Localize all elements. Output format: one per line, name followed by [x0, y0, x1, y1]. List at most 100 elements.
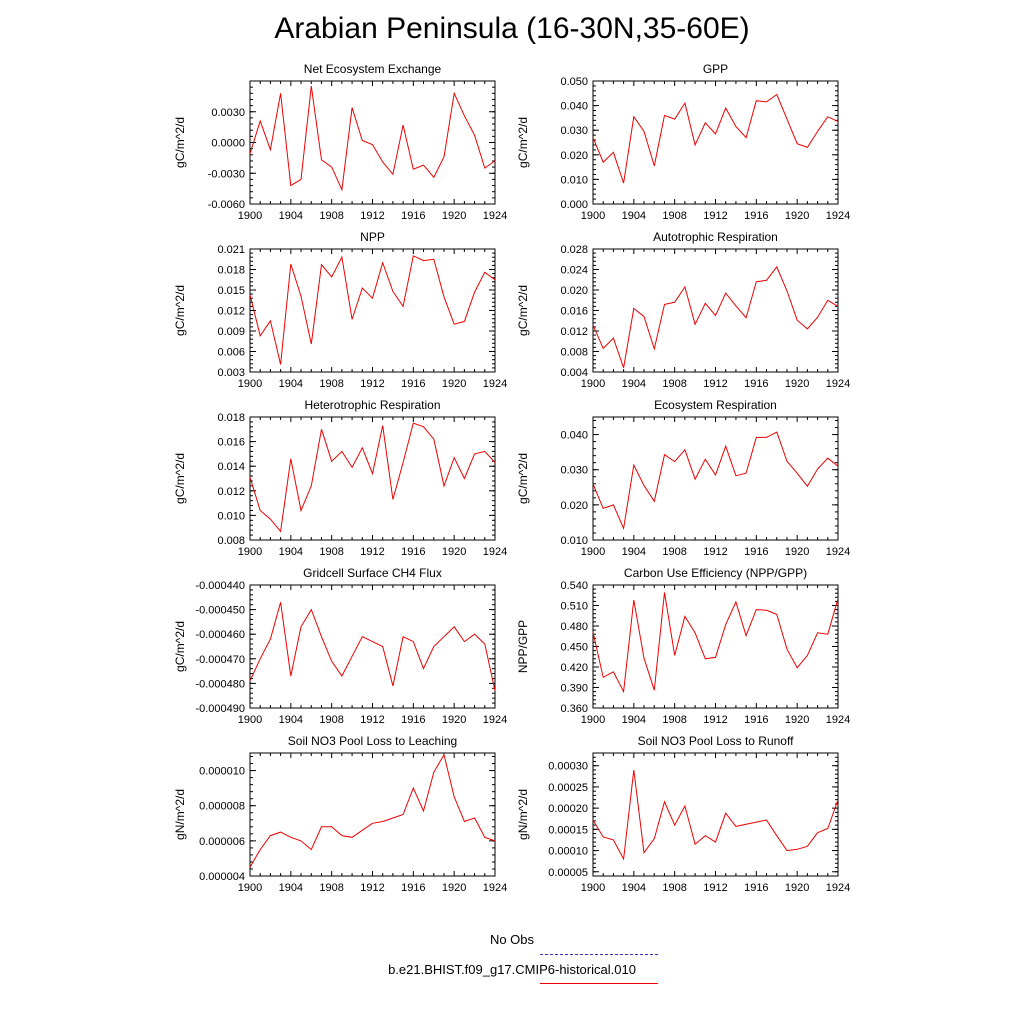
x-tick-label: 1924 [826, 546, 850, 558]
plot-frame [249, 752, 496, 877]
y-tick-label: 0.010 [217, 510, 245, 522]
panel-title: Soil NO3 Pool Loss to Runoff [638, 734, 795, 748]
y-tick-label: 0.021 [217, 244, 245, 256]
x-tick-label: 1904 [279, 210, 303, 222]
x-tick-label: 1908 [662, 714, 686, 726]
x-tick-label: 1916 [744, 378, 768, 390]
series-line [249, 86, 496, 192]
series-line [592, 265, 839, 369]
y-axis-label: gC/m^2/d [516, 285, 530, 336]
y-tick-label: 0.000010 [199, 766, 245, 778]
y-tick-label: 0.510 [560, 601, 588, 613]
plot-frame [249, 416, 496, 541]
y-tick-label: 0.420 [560, 662, 588, 674]
x-tick-label: 1908 [319, 210, 343, 222]
x-tick-label: 1920 [442, 714, 466, 726]
series-line [249, 602, 496, 691]
y-tick-label: -0.000440 [195, 580, 245, 592]
x-tick-label: 1912 [360, 714, 384, 726]
x-tick-label: 1916 [401, 882, 425, 894]
y-tick-label: 0.480 [560, 621, 588, 633]
panel-title: Soil NO3 Pool Loss to Leaching [288, 734, 457, 748]
x-tick-label: 1912 [360, 210, 384, 222]
y-tick-label: 0.00025 [548, 782, 588, 794]
x-tick-label: 1924 [483, 210, 507, 222]
x-tick-label: 1904 [279, 546, 303, 558]
x-tick-label: 1924 [483, 714, 507, 726]
x-tick-label: 1900 [238, 546, 262, 558]
x-tick-label: 1916 [401, 714, 425, 726]
y-tick-label: 0.020 [560, 500, 588, 512]
x-tick-label: 1908 [319, 546, 343, 558]
y-tick-label: -0.000450 [195, 605, 245, 617]
x-tick-label: 1924 [483, 882, 507, 894]
figure-title: Arabian Peninsula (16-30N,35-60E) [274, 12, 750, 45]
y-tick-label: 0.00030 [548, 761, 588, 773]
plot-frame [592, 584, 839, 709]
x-tick-label: 1908 [319, 714, 343, 726]
obs-legend-swatch [540, 954, 658, 955]
x-tick-label: 1916 [401, 210, 425, 222]
x-tick-label: 1912 [360, 882, 384, 894]
x-tick-label: 1912 [360, 378, 384, 390]
x-tick-label: 1908 [319, 882, 343, 894]
y-axis-label: gN/m^2/d [173, 789, 187, 840]
x-tick-label: 1900 [581, 378, 605, 390]
x-tick-label: 1900 [238, 378, 262, 390]
x-tick-label: 1916 [744, 210, 768, 222]
x-tick-label: 1920 [442, 210, 466, 222]
y-tick-label: 0.050 [560, 76, 588, 88]
x-tick-label: 1900 [238, 210, 262, 222]
y-tick-label: 0.00005 [548, 867, 588, 879]
x-tick-label: 1900 [581, 714, 605, 726]
x-tick-label: 1900 [581, 882, 605, 894]
x-tick-label: 1908 [662, 378, 686, 390]
y-tick-label: 0.014 [217, 461, 245, 473]
x-tick-label: 1904 [622, 546, 646, 558]
y-tick-label: 0.008 [560, 347, 588, 359]
x-tick-label: 1912 [703, 210, 727, 222]
y-tick-label: 0.030 [560, 125, 588, 137]
y-axis-label: gC/m^2/d [516, 453, 530, 504]
x-tick-label: 1912 [703, 378, 727, 390]
y-tick-label: 0.018 [217, 412, 245, 424]
panel-title: Ecosystem Respiration [654, 398, 777, 412]
y-tick-label: 0.00015 [548, 824, 588, 836]
x-tick-label: 1904 [622, 882, 646, 894]
chart-panel-5: Heterotrophic Respiration gC/m^2/d 1900 190… [173, 398, 507, 558]
y-tick-label: 0.016 [217, 437, 245, 449]
panel-title: Heterotrophic Respiration [304, 398, 440, 412]
y-tick-label: 0.006 [217, 347, 245, 359]
y-tick-label: 0.360 [560, 703, 588, 715]
y-tick-label: -0.000480 [195, 678, 245, 690]
chart-panel-4: Autotrophic Respiration gC/m^2/d 1900 1904 1… [516, 230, 850, 390]
y-tick-label: 0.000006 [199, 836, 245, 848]
x-tick-label: 1900 [238, 714, 262, 726]
y-tick-label: 0.003 [217, 367, 245, 379]
series-line [249, 422, 496, 533]
y-tick-label: 0.010 [560, 535, 588, 547]
chart-panel-7: Gridcell Surface CH4 Flux gC/m^2/d 1900 190… [173, 566, 507, 726]
y-tick-label: 0.024 [560, 265, 588, 277]
y-tick-label: -0.000490 [195, 703, 245, 715]
y-tick-label: 0.040 [560, 101, 588, 113]
y-tick-label: 0.016 [560, 306, 588, 318]
y-axis-label: gC/m^2/d [173, 453, 187, 504]
x-tick-label: 1920 [785, 546, 809, 558]
x-tick-label: 1920 [785, 882, 809, 894]
x-tick-label: 1900 [238, 882, 262, 894]
y-tick-label: 0.000004 [199, 871, 245, 883]
y-tick-label: 0.012 [217, 306, 245, 318]
x-tick-label: 1912 [703, 546, 727, 558]
x-tick-label: 1908 [662, 210, 686, 222]
y-tick-label: -0.0030 [208, 168, 245, 180]
y-tick-label: 0.00010 [548, 846, 588, 858]
x-tick-label: 1900 [581, 546, 605, 558]
x-tick-label: 1912 [360, 546, 384, 558]
y-tick-label: 0.000 [560, 199, 588, 211]
chart-panel-1: Net Ecosystem Exchange gC/m^2/d 1900 1904 19… [173, 62, 507, 222]
x-tick-label: 1912 [703, 882, 727, 894]
panel-title: Carbon Use Efficiency (NPP/GPP) [624, 566, 807, 580]
x-tick-label: 1920 [785, 378, 809, 390]
